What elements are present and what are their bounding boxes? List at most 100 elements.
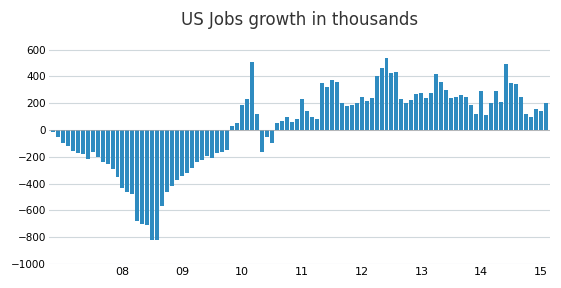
Bar: [469, 105, 473, 130]
Bar: [384, 58, 389, 130]
Bar: [534, 109, 538, 130]
Bar: [235, 123, 239, 130]
Bar: [494, 91, 498, 130]
Bar: [339, 103, 344, 130]
Bar: [220, 130, 224, 151]
Bar: [444, 90, 448, 130]
Bar: [260, 130, 264, 151]
Bar: [131, 130, 135, 194]
Bar: [454, 97, 458, 130]
Bar: [145, 130, 149, 225]
Title: US Jobs growth in thousands: US Jobs growth in thousands: [181, 11, 418, 29]
Bar: [250, 62, 254, 130]
Bar: [509, 83, 513, 130]
Bar: [100, 130, 104, 162]
Bar: [399, 98, 403, 130]
Bar: [529, 117, 533, 130]
Bar: [175, 130, 180, 180]
Bar: [215, 130, 219, 153]
Bar: [180, 130, 184, 176]
Bar: [344, 106, 348, 130]
Bar: [325, 87, 329, 130]
Bar: [404, 103, 408, 130]
Bar: [350, 105, 353, 130]
Bar: [50, 130, 55, 132]
Bar: [245, 99, 249, 130]
Bar: [285, 117, 289, 130]
Bar: [210, 130, 214, 158]
Bar: [190, 130, 194, 168]
Bar: [335, 82, 339, 130]
Bar: [200, 130, 204, 160]
Bar: [171, 130, 174, 186]
Bar: [66, 130, 70, 146]
Bar: [91, 130, 95, 151]
Bar: [56, 130, 59, 137]
Bar: [185, 130, 189, 173]
Bar: [265, 130, 269, 137]
Bar: [255, 114, 259, 130]
Bar: [360, 96, 364, 130]
Bar: [424, 98, 429, 130]
Bar: [61, 130, 65, 143]
Bar: [165, 130, 169, 192]
Bar: [410, 100, 413, 130]
Bar: [95, 130, 99, 157]
Bar: [380, 68, 384, 130]
Bar: [240, 105, 244, 130]
Bar: [365, 101, 369, 130]
Bar: [310, 117, 314, 130]
Bar: [474, 114, 478, 130]
Bar: [305, 111, 309, 130]
Bar: [519, 96, 523, 130]
Bar: [225, 130, 229, 150]
Bar: [330, 80, 334, 130]
Bar: [71, 130, 75, 151]
Bar: [459, 95, 463, 130]
Bar: [126, 130, 130, 192]
Bar: [140, 130, 144, 224]
Bar: [415, 94, 419, 130]
Bar: [355, 103, 358, 130]
Bar: [315, 119, 319, 130]
Bar: [270, 130, 274, 143]
Bar: [484, 115, 488, 130]
Bar: [111, 130, 114, 169]
Bar: [479, 91, 483, 130]
Bar: [375, 76, 379, 130]
Bar: [290, 122, 294, 130]
Bar: [150, 130, 154, 240]
Bar: [524, 114, 528, 130]
Bar: [489, 103, 493, 130]
Bar: [121, 130, 125, 188]
Bar: [439, 82, 443, 130]
Bar: [230, 126, 234, 130]
Bar: [135, 130, 140, 221]
Bar: [105, 130, 109, 164]
Bar: [205, 130, 209, 156]
Bar: [76, 130, 80, 153]
Bar: [320, 83, 324, 130]
Bar: [275, 123, 279, 130]
Bar: [420, 92, 424, 130]
Bar: [434, 74, 438, 130]
Bar: [370, 98, 374, 130]
Bar: [499, 102, 503, 130]
Bar: [539, 111, 543, 130]
Bar: [280, 121, 284, 130]
Bar: [504, 65, 508, 130]
Bar: [300, 99, 304, 130]
Bar: [155, 130, 159, 240]
Bar: [389, 73, 393, 130]
Bar: [464, 96, 468, 130]
Bar: [160, 130, 164, 206]
Bar: [86, 130, 90, 159]
Bar: [544, 103, 548, 130]
Bar: [295, 119, 299, 130]
Bar: [429, 92, 433, 130]
Bar: [449, 98, 453, 130]
Bar: [514, 84, 518, 130]
Bar: [394, 72, 398, 130]
Bar: [81, 130, 85, 154]
Bar: [195, 130, 199, 162]
